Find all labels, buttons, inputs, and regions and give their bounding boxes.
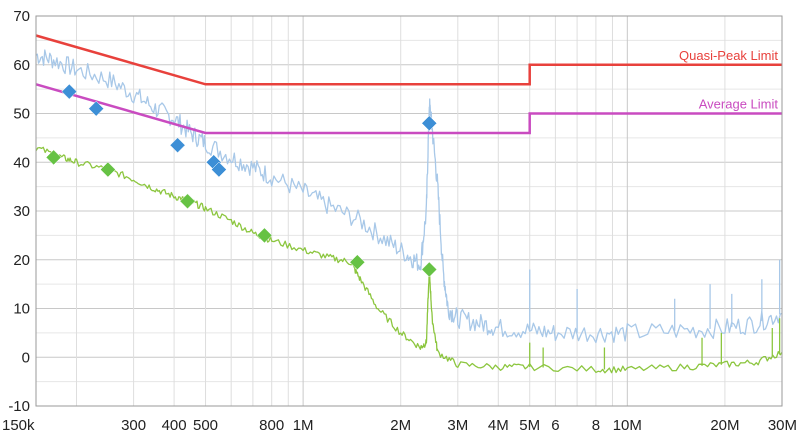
x-tick-label: 8 xyxy=(592,417,600,434)
y-axis-ticks: 70 60 50 40 30 20 10 0 -10 xyxy=(8,8,30,415)
markers-layer xyxy=(45,83,438,278)
average-marker xyxy=(421,261,438,278)
x-tick-label: 10M xyxy=(613,417,642,434)
y-tick-label: 50 xyxy=(13,106,30,123)
x-tick-label: 20M xyxy=(710,417,739,434)
average-marker xyxy=(100,161,116,178)
limit-labels: Quasi-Peak Limit Average Limit xyxy=(679,48,778,112)
limits-layer xyxy=(35,34,782,135)
x-tick-label: 500 xyxy=(193,417,218,434)
y-tick-label: 60 xyxy=(13,57,30,74)
x-tick-label: 30M xyxy=(768,417,797,434)
x-tick-label: 1M xyxy=(293,417,314,434)
quasi-peak-limit-line xyxy=(35,34,782,86)
quasi-peak-limit-label: Quasi-Peak Limit xyxy=(679,48,778,63)
x-tick-label: 300 xyxy=(121,417,146,434)
y-tick-label: 20 xyxy=(13,252,30,269)
peak-marker xyxy=(61,83,78,100)
x-tick-label: 150k xyxy=(2,417,35,434)
x-tick-label: 4M xyxy=(488,417,509,434)
x-tick-label: 800 xyxy=(259,417,284,434)
y-tick-label: 40 xyxy=(13,154,30,171)
peak-marker xyxy=(169,137,186,154)
average-marker xyxy=(256,227,273,244)
x-tick-label: 3M xyxy=(447,417,468,434)
peak-marker xyxy=(88,100,105,117)
plot-frame xyxy=(35,15,783,407)
grid-lines xyxy=(35,15,783,407)
x-tick-label: 400 xyxy=(162,417,187,434)
series-layer xyxy=(35,49,783,374)
average-limit-line xyxy=(35,83,782,135)
average-marker xyxy=(179,193,196,210)
average-marker xyxy=(45,149,62,166)
peak-marker xyxy=(211,161,227,178)
x-axis-ticks: 150k 300 400 500 800 1M 2M 3M 4M 5M 6 8 10M 20M 30M xyxy=(2,417,797,434)
y-tick-label: 10 xyxy=(13,301,30,318)
x-tick-label: 6 xyxy=(551,417,559,434)
x-tick-label: 2M xyxy=(390,417,411,434)
y-tick-label: 70 xyxy=(13,8,30,25)
average-marker xyxy=(349,254,366,271)
average-trace xyxy=(35,146,783,374)
peak-trace xyxy=(35,49,783,344)
y-tick-label: -10 xyxy=(8,398,30,415)
average-limit-label: Average Limit xyxy=(699,97,779,112)
x-tick-label: 5M xyxy=(519,417,540,434)
y-tick-label: 30 xyxy=(13,203,30,220)
y-tick-label: 0 xyxy=(22,349,30,366)
peak-marker xyxy=(421,115,438,132)
